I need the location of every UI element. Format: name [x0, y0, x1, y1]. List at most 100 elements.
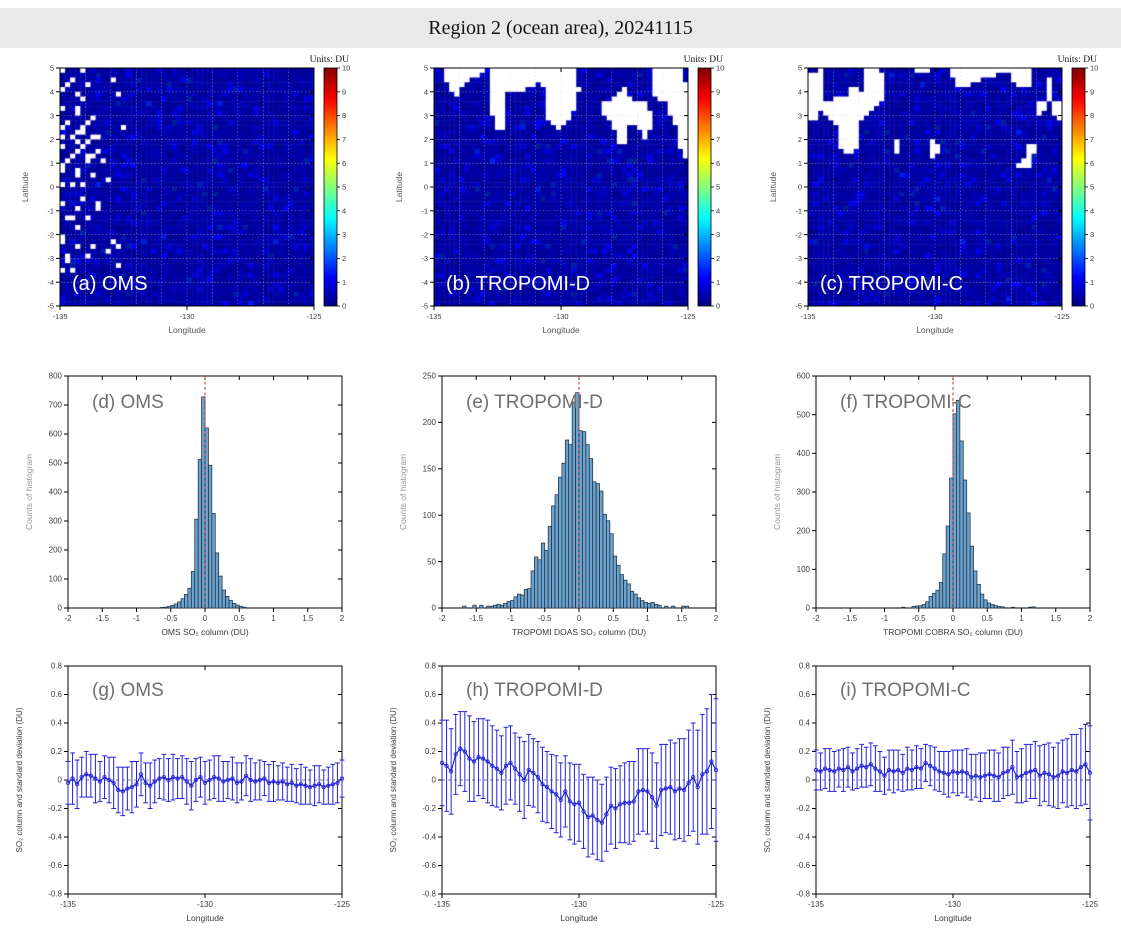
svg-text:-3: -3	[47, 254, 54, 263]
panel-b-map-tropomi-d: -135 -130 -125 -5 -4 -3 -2 -1 0 1 2 3 4 5 Longitude Lat…	[376, 52, 750, 362]
svg-text:-1.5: -1.5	[469, 614, 483, 623]
svg-text:0.5: 0.5	[982, 614, 994, 623]
svg-text:-4: -4	[421, 278, 428, 287]
svg-text:0: 0	[577, 614, 582, 623]
svg-text:600: 600	[797, 372, 811, 381]
svg-text:0.5: 0.5	[234, 614, 246, 623]
svg-text:50: 50	[427, 557, 436, 566]
histogram-plot-e: -2 -1.5 -1 -0.5 0 0.5 1 1.5 2 0 50 100 150 200 250 TROP…	[398, 372, 719, 637]
svg-text:1: 1	[645, 614, 650, 623]
svg-text:-2: -2	[64, 614, 72, 623]
svg-text:-0.4: -0.4	[48, 833, 62, 842]
svg-text:-0.8: -0.8	[422, 890, 436, 899]
svg-text:1: 1	[271, 614, 276, 623]
svg-text:200: 200	[423, 418, 437, 427]
svg-text:-1: -1	[881, 614, 889, 623]
svg-text:-1.5: -1.5	[95, 614, 109, 623]
svg-text:10: 10	[342, 64, 350, 73]
svg-text:-130: -130	[945, 900, 962, 909]
svg-text:2: 2	[340, 614, 345, 623]
svg-text:-5: -5	[421, 302, 428, 311]
svg-text:1: 1	[1019, 614, 1024, 623]
svg-text:3: 3	[50, 111, 54, 120]
y-axis-label: Latitude	[768, 172, 778, 203]
svg-text:200: 200	[49, 546, 63, 555]
svg-text:2: 2	[714, 614, 719, 623]
svg-text:-1.5: -1.5	[843, 614, 857, 623]
axis-ticks: -135 -130 -125 -5 -4 -3 -2 -1 0 1 2 3 4 5	[47, 64, 321, 321]
svg-text:-2: -2	[47, 230, 54, 239]
svg-text:0.6: 0.6	[425, 690, 437, 699]
axis-ticks: -135 -130 -125 -0.8 -0.6 -0.4 -0.2 0 0.2 0.4 0.6 0.…	[422, 662, 724, 909]
panel-label: (g) OMS	[92, 680, 164, 701]
svg-text:1: 1	[1090, 278, 1094, 287]
svg-text:5: 5	[424, 64, 428, 73]
svg-text:-125: -125	[1082, 900, 1099, 909]
svg-text:-2: -2	[795, 230, 802, 239]
svg-text:-1: -1	[795, 207, 802, 216]
histogram-bars	[462, 392, 689, 609]
x-axis-label: TROPOMI DOAS SO₂ column (DU)	[512, 627, 646, 637]
axis-ticks: -2 -1.5 -1 -0.5 0 0.5 1 1.5 2 0 50 100 150 200 250	[423, 372, 719, 623]
svg-text:0: 0	[203, 614, 208, 623]
y-axis-label: Latitude	[20, 172, 30, 203]
svg-text:-1: -1	[507, 614, 515, 623]
panel-a-map-oms: -135 -130 -125 -5 -4 -3 -2 -1 0 1 2 3 4 5 Longitude Lat…	[2, 52, 376, 362]
axis-ticks: -135 -130 -125 -5 -4 -3 -2 -1 0 1 2 3 4 5	[421, 64, 695, 321]
x-axis-label: TROPOMI COBRA SO₂ column (DU)	[883, 627, 1023, 637]
svg-text:100: 100	[797, 565, 811, 574]
x-axis-label: OMS SO₂ column (DU)	[161, 627, 249, 637]
svg-text:-0.5: -0.5	[538, 614, 552, 623]
svg-text:-130: -130	[179, 312, 194, 321]
svg-text:-0.4: -0.4	[422, 833, 436, 842]
svg-text:3: 3	[342, 230, 346, 239]
errorbar-series	[439, 694, 719, 862]
svg-text:0.8: 0.8	[51, 662, 63, 671]
svg-text:-0.2: -0.2	[48, 804, 62, 813]
svg-text:5: 5	[716, 183, 720, 192]
svg-text:4: 4	[1090, 206, 1094, 215]
svg-text:3: 3	[424, 111, 428, 120]
map-gridlines	[808, 68, 1062, 306]
svg-text:0.2: 0.2	[425, 747, 437, 756]
svg-text:8: 8	[342, 111, 346, 120]
svg-text:1: 1	[716, 278, 720, 287]
svg-text:-135: -135	[434, 900, 451, 909]
axis-ticks: -135 -130 -125 -5 -4 -3 -2 -1 0 1 2 3 4 5	[795, 64, 1069, 321]
svg-text:-130: -130	[197, 900, 214, 909]
colorbar	[697, 67, 712, 307]
svg-text:-2: -2	[438, 614, 446, 623]
svg-text:3: 3	[798, 111, 802, 120]
svg-text:-135: -135	[426, 312, 441, 321]
svg-text:2: 2	[1088, 614, 1093, 623]
svg-text:2: 2	[50, 135, 54, 144]
figure-title: Region 2 (ocean area), 20241115	[428, 16, 693, 39]
svg-text:4: 4	[342, 206, 346, 215]
svg-text:10: 10	[1090, 64, 1098, 73]
svg-text:-125: -125	[334, 900, 351, 909]
svg-text:-125: -125	[1054, 312, 1069, 321]
svg-text:2: 2	[1090, 254, 1094, 263]
histogram-plot-f: -2 -1.5 -1 -0.5 0 0.5 1 1.5 2 0 100 200 300 400 500 600…	[772, 372, 1093, 637]
svg-text:-1: -1	[421, 207, 428, 216]
axis-ticks: -2 -1.5 -1 -0.5 0 0.5 1 1.5 2 0 100 200 300 400 500 600…	[49, 372, 345, 623]
panel-label: (b) TROPOMI-D	[446, 273, 590, 295]
svg-text:0: 0	[951, 614, 956, 623]
histogram-bars	[160, 396, 247, 609]
svg-text:4: 4	[424, 88, 428, 97]
svg-text:0: 0	[806, 604, 811, 613]
svg-text:-0.6: -0.6	[422, 861, 436, 870]
svg-text:-125: -125	[708, 900, 725, 909]
panel-c-map-tropomi-c: -135 -130 -125 -5 -4 -3 -2 -1 0 1 2 3 4 5 Longitude Lat…	[750, 52, 1121, 362]
map-plot-b: -135 -130 -125 -5 -4 -3 -2 -1 0 1 2 3 4 5 Longitude Lat…	[394, 55, 724, 335]
svg-text:-135: -135	[60, 900, 77, 909]
map-gridlines	[434, 68, 688, 306]
axis-ticks: -2 -1.5 -1 -0.5 0 0.5 1 1.5 2 0 100 200 300 400 500 600	[797, 372, 1093, 623]
svg-text:7: 7	[342, 135, 346, 144]
svg-text:100: 100	[49, 575, 63, 584]
svg-text:1: 1	[424, 159, 428, 168]
svg-text:0: 0	[1090, 302, 1094, 311]
svg-text:1.5: 1.5	[1050, 614, 1062, 623]
svg-text:400: 400	[797, 449, 811, 458]
